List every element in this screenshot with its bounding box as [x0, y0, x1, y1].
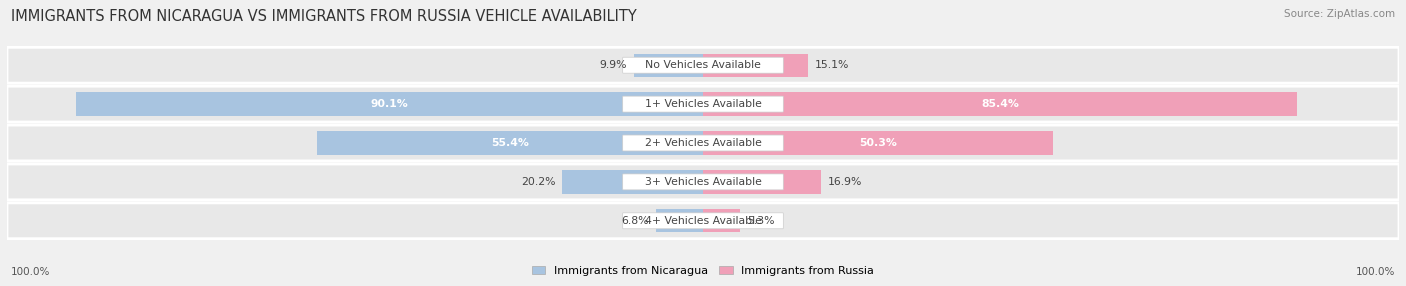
FancyBboxPatch shape: [623, 135, 783, 151]
Text: IMMIGRANTS FROM NICARAGUA VS IMMIGRANTS FROM RUSSIA VEHICLE AVAILABILITY: IMMIGRANTS FROM NICARAGUA VS IMMIGRANTS …: [11, 9, 637, 23]
Text: 1+ Vehicles Available: 1+ Vehicles Available: [644, 99, 762, 109]
Text: 6.8%: 6.8%: [621, 216, 648, 226]
Text: 100.0%: 100.0%: [1355, 267, 1395, 277]
Text: No Vehicles Available: No Vehicles Available: [645, 60, 761, 70]
Bar: [655, 209, 703, 233]
FancyBboxPatch shape: [623, 213, 783, 229]
Bar: [703, 92, 1298, 116]
Bar: [76, 92, 703, 116]
Text: 9.9%: 9.9%: [599, 60, 627, 70]
Text: 16.9%: 16.9%: [828, 177, 862, 187]
FancyBboxPatch shape: [623, 174, 783, 190]
Bar: [634, 53, 703, 77]
Text: 5.3%: 5.3%: [747, 216, 775, 226]
FancyBboxPatch shape: [623, 96, 783, 112]
FancyBboxPatch shape: [7, 86, 1399, 122]
Text: 15.1%: 15.1%: [815, 60, 849, 70]
Bar: [703, 209, 740, 233]
Bar: [703, 170, 821, 194]
Text: 20.2%: 20.2%: [522, 177, 555, 187]
Text: 100.0%: 100.0%: [11, 267, 51, 277]
Text: 50.3%: 50.3%: [859, 138, 897, 148]
Text: 85.4%: 85.4%: [981, 99, 1019, 109]
Text: Source: ZipAtlas.com: Source: ZipAtlas.com: [1284, 9, 1395, 19]
Text: 4+ Vehicles Available: 4+ Vehicles Available: [644, 216, 762, 226]
Text: 3+ Vehicles Available: 3+ Vehicles Available: [644, 177, 762, 187]
Text: 90.1%: 90.1%: [371, 99, 408, 109]
FancyBboxPatch shape: [7, 47, 1399, 83]
FancyBboxPatch shape: [7, 125, 1399, 161]
Bar: [318, 131, 703, 155]
Bar: [703, 53, 808, 77]
Bar: [562, 170, 703, 194]
Text: 2+ Vehicles Available: 2+ Vehicles Available: [644, 138, 762, 148]
FancyBboxPatch shape: [7, 203, 1399, 239]
FancyBboxPatch shape: [623, 57, 783, 73]
Bar: [703, 131, 1053, 155]
Legend: Immigrants from Nicaragua, Immigrants from Russia: Immigrants from Nicaragua, Immigrants fr…: [527, 261, 879, 281]
Text: 55.4%: 55.4%: [491, 138, 529, 148]
FancyBboxPatch shape: [7, 164, 1399, 200]
